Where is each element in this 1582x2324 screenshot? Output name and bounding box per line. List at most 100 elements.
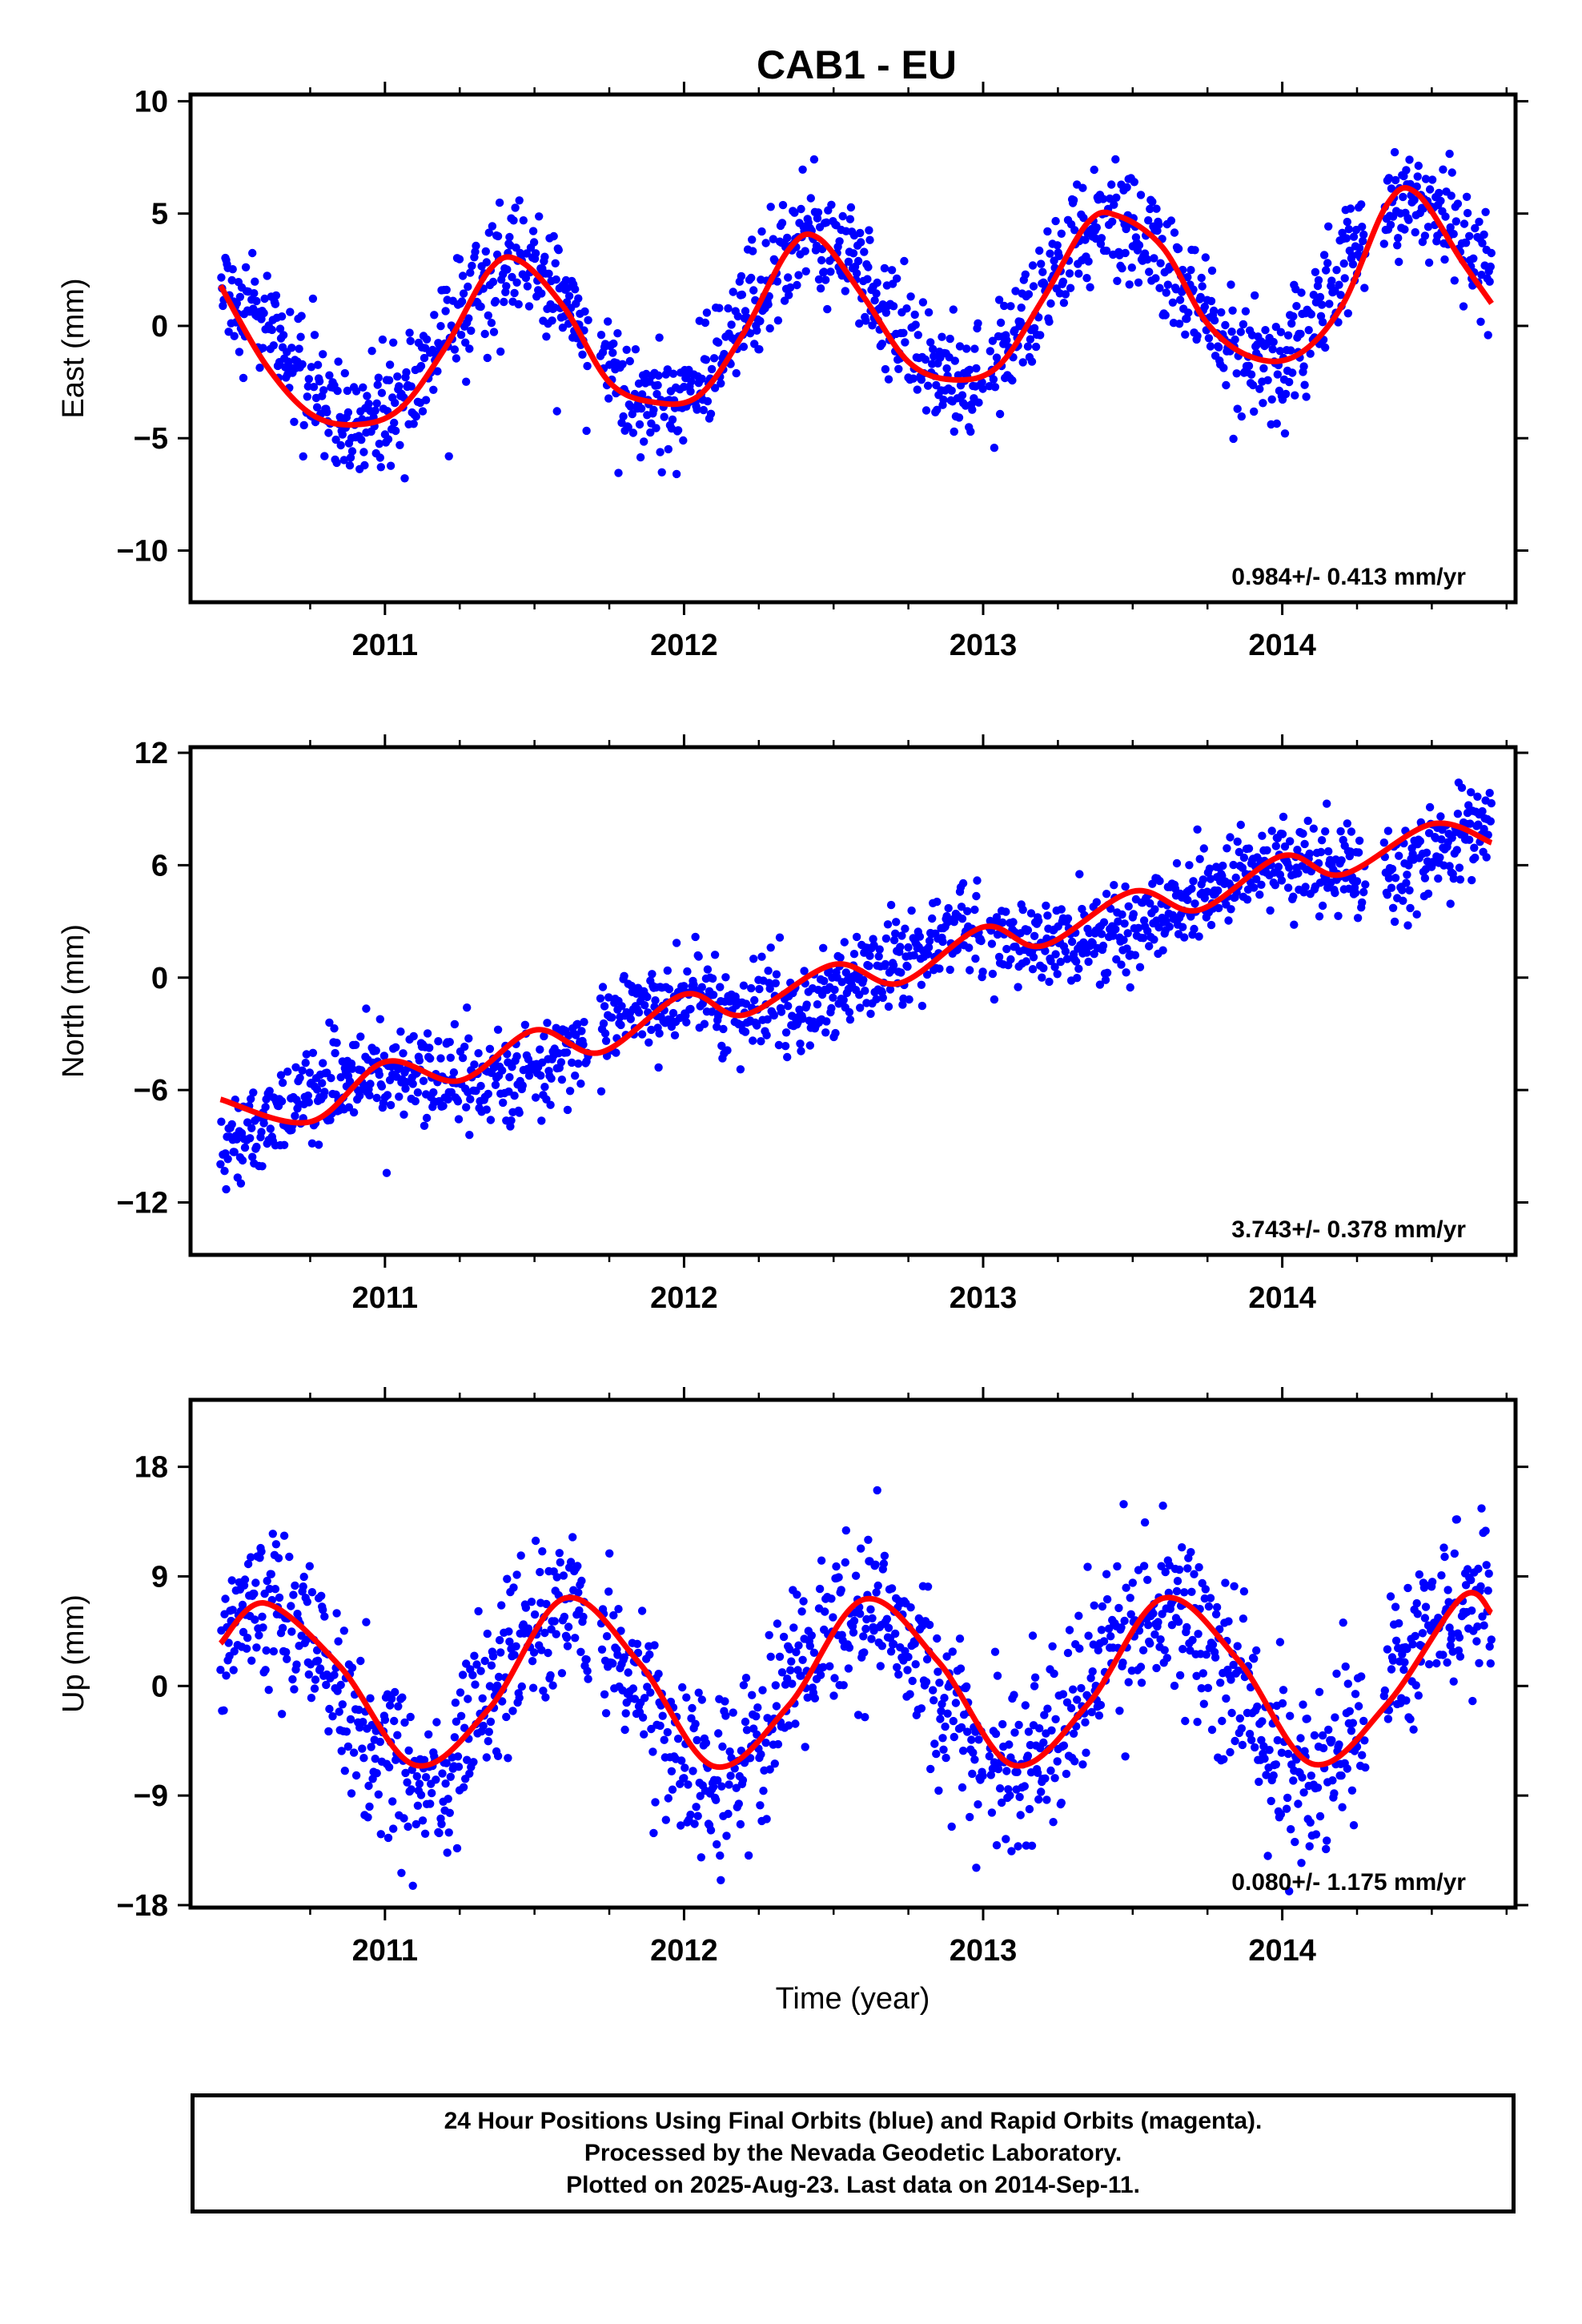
data-point <box>1170 228 1179 237</box>
data-point <box>1456 875 1465 884</box>
data-point <box>1355 243 1364 252</box>
data-point <box>658 1711 667 1720</box>
data-point <box>1028 965 1038 974</box>
data-point <box>604 993 613 1002</box>
data-point <box>926 1764 935 1774</box>
data-point <box>1136 1663 1146 1671</box>
data-point <box>701 318 710 328</box>
data-point <box>745 329 755 338</box>
data-point <box>320 1088 329 1096</box>
data-point <box>1074 964 1083 973</box>
data-point <box>1174 244 1183 253</box>
data-point <box>1191 246 1199 255</box>
data-point <box>1156 259 1165 267</box>
data-point <box>773 277 782 286</box>
data-point <box>996 318 1006 328</box>
data-point <box>1466 819 1475 828</box>
data-point <box>1409 1725 1418 1734</box>
data-point <box>1277 876 1287 885</box>
data-point <box>943 1709 952 1718</box>
data-point <box>640 1730 648 1739</box>
data-point <box>691 932 700 942</box>
data-point <box>637 390 647 399</box>
data-point <box>1296 1734 1305 1743</box>
data-point <box>889 302 898 311</box>
data-point <box>777 219 787 227</box>
data-point <box>1058 1690 1068 1699</box>
data-point <box>271 291 281 300</box>
data-point <box>1341 1662 1350 1671</box>
data-point <box>902 304 911 313</box>
data-point <box>1090 1601 1098 1610</box>
data-point <box>366 1080 375 1088</box>
data-point <box>1051 216 1060 226</box>
data-point <box>860 1648 869 1657</box>
data-point <box>779 1632 789 1642</box>
data-point <box>1275 347 1285 356</box>
x-axis-label: Time (year) <box>776 1982 930 2016</box>
east-points <box>217 147 1496 483</box>
data-point <box>861 987 869 995</box>
data-point <box>736 1065 745 1074</box>
data-point <box>305 1562 314 1570</box>
data-point <box>1420 1614 1430 1622</box>
data-point <box>552 1573 561 1582</box>
data-point <box>1174 1617 1183 1626</box>
data-point <box>498 1066 507 1075</box>
data-point <box>664 444 673 454</box>
data-point <box>432 1775 440 1784</box>
data-point <box>1222 380 1231 390</box>
data-point <box>1084 257 1093 266</box>
data-point <box>247 1656 256 1665</box>
data-point <box>504 1754 512 1763</box>
data-point <box>1447 834 1456 842</box>
data-point <box>421 396 431 404</box>
data-point <box>1291 391 1299 400</box>
data-point <box>1343 819 1352 828</box>
data-point <box>1166 216 1176 225</box>
data-point <box>373 380 382 389</box>
data-point <box>1465 231 1474 240</box>
data-point <box>1336 291 1345 300</box>
data-point <box>1303 1715 1311 1723</box>
data-point <box>1348 259 1358 269</box>
data-point <box>576 1080 585 1088</box>
data-point <box>466 268 475 277</box>
data-point <box>1387 864 1397 874</box>
data-point <box>978 378 986 387</box>
data-point <box>866 1009 875 1019</box>
data-point <box>761 1739 770 1747</box>
data-point <box>240 1575 250 1584</box>
data-point <box>548 316 556 325</box>
data-point <box>1481 207 1490 216</box>
data-point <box>428 1788 436 1798</box>
data-point <box>1088 1667 1097 1676</box>
data-point <box>1443 1658 1452 1667</box>
data-point <box>1174 1565 1184 1574</box>
data-point <box>963 907 972 916</box>
data-point <box>1325 300 1334 308</box>
data-point <box>618 360 627 368</box>
data-point <box>437 1819 446 1828</box>
data-point <box>559 1571 568 1580</box>
data-point <box>283 1068 292 1076</box>
data-point <box>845 1007 854 1017</box>
data-point <box>1455 863 1464 872</box>
data-point <box>946 334 954 344</box>
data-point <box>974 1735 983 1744</box>
data-point <box>1283 331 1293 340</box>
data-point <box>1418 1629 1427 1638</box>
data-point <box>1072 957 1081 966</box>
data-point <box>1414 161 1423 171</box>
data-point <box>849 1628 858 1637</box>
data-point <box>786 1666 795 1675</box>
data-point <box>1349 232 1359 241</box>
data-point <box>277 312 287 321</box>
data-point <box>1143 927 1152 935</box>
data-point <box>1486 1659 1496 1668</box>
data-point <box>708 974 717 983</box>
data-point <box>673 1735 683 1743</box>
data-point <box>415 1779 424 1788</box>
data-point <box>1227 1675 1235 1684</box>
data-point <box>251 277 259 286</box>
